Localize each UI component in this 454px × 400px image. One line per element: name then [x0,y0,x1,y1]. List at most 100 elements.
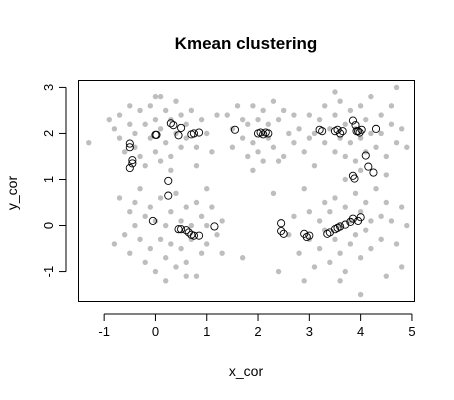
y-tick-label: 1 [41,176,56,183]
data-point [368,93,374,100]
data-point [322,139,328,146]
data-point [168,209,174,215]
data-point [152,149,159,155]
data-point [337,278,343,284]
data-point [142,213,148,220]
data-point [137,107,143,114]
data-point [163,139,169,146]
data-point [275,268,282,275]
data-point [178,144,184,150]
data-point-open [338,127,347,136]
data-point [352,232,359,238]
y-axis: -1 0 1 2 3 [41,84,67,277]
data-point [301,149,307,155]
data-point-open [369,168,378,177]
data-point [193,273,200,279]
x-axis: -1 0 1 2 3 4 5 [98,313,416,339]
data-point [173,190,179,196]
data-point [306,112,313,118]
data-point-open [164,191,173,200]
data-point [388,218,395,224]
data-point-open [371,124,381,133]
data-point-open [182,226,191,235]
series-open-circles [125,116,381,242]
data-point [250,139,256,146]
data-point [280,153,287,160]
data-point [332,236,338,243]
data-point [332,89,338,95]
data-point [383,153,389,160]
y-axis-label: y_cor [4,176,20,211]
data-point [301,278,307,284]
data-point [121,149,128,155]
y-tick-label: 0 [41,222,56,229]
data-point-open [355,128,364,137]
data-point [193,144,200,150]
data-point [383,199,389,206]
data-point [363,227,369,233]
data-point [204,222,210,229]
data-point [116,195,123,201]
data-point-open [177,123,186,132]
data-points [86,84,410,298]
data-point [373,186,379,192]
x-tick-label: 5 [408,324,415,339]
data-point [142,259,148,266]
data-point [152,218,159,224]
data-point [280,107,287,114]
data-point [342,153,348,160]
data-point [357,135,364,141]
data-point [352,190,359,196]
data-point [219,250,225,256]
data-point [137,236,143,243]
data-point [301,186,307,192]
data-point [193,162,200,169]
x-tick-label: 0 [152,324,159,339]
data-point [214,112,220,118]
data-point [363,116,369,123]
data-point [147,245,154,252]
data-point-open [177,225,186,234]
data-point [383,273,389,279]
data-point-open [264,129,273,138]
data-point [152,116,159,123]
data-point [183,204,189,210]
data-point-open [259,130,268,139]
data-point [337,98,343,104]
data-point [204,130,210,137]
data-point [224,112,230,118]
data-point-open [194,231,204,240]
data-point [183,259,189,266]
data-point-open [336,222,345,231]
data-point-open [256,128,265,137]
data-point [275,158,282,164]
data-point [183,135,189,141]
data-point [368,130,374,137]
data-point [142,162,148,169]
data-point-open [336,129,345,138]
data-point-open [174,225,183,234]
data-point [378,130,384,137]
data-point [157,93,164,100]
data-point [398,264,405,270]
data-point-open [357,125,366,134]
data-point-open [277,227,286,236]
data-point-open [356,213,365,222]
x-tick-label: -1 [98,324,110,339]
data-point [393,139,400,146]
data-point [291,213,297,220]
data-point [404,222,410,229]
data-point [311,162,318,169]
data-point [347,107,354,114]
data-point [270,98,277,104]
data-point [296,250,302,256]
data-point [168,153,174,160]
data-point-open [350,174,359,183]
data-point [378,236,384,243]
y-tick-label: 2 [41,130,56,137]
data-point [168,167,174,173]
x-tick-label: 2 [254,324,261,339]
data-point [260,107,266,114]
data-point [378,112,384,118]
